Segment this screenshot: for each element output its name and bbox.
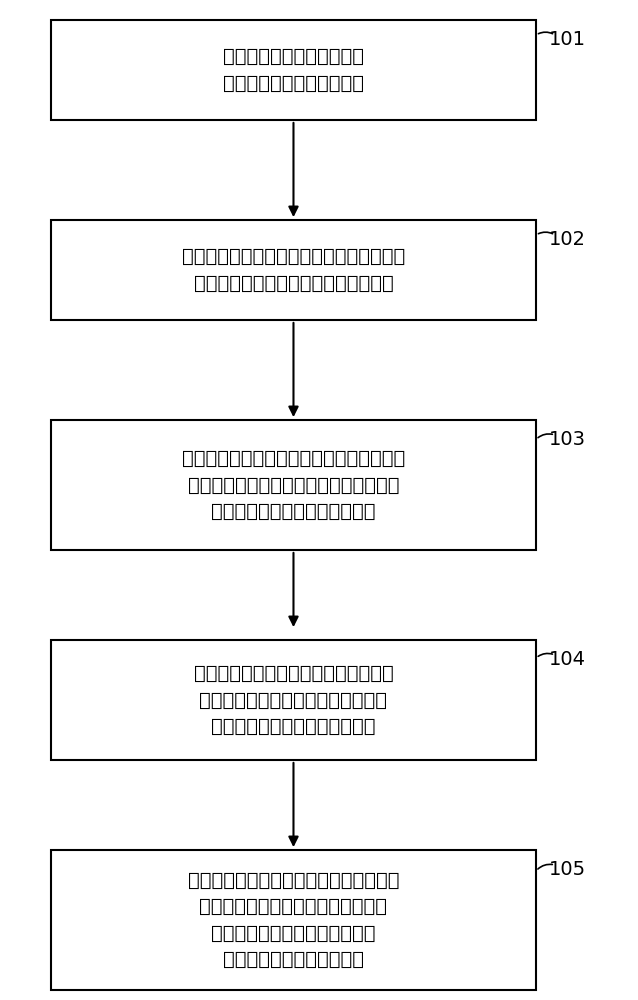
Text: 根据等效电路的参数，建立基体介电常数和
填充物介电常数与立方体单元的等效阻抗
之间的关系式，得到第一关系式: 根据等效电路的参数，建立基体介电常数和 填充物介电常数与立方体单元的等效阻抗 之… <box>182 449 405 521</box>
Text: 将立方体单元划分为第一区域和第二区域，
根据第一区域和第二区域生成等效电路: 将立方体单元划分为第一区域和第二区域， 根据第一区域和第二区域生成等效电路 <box>182 247 405 293</box>
FancyBboxPatch shape <box>51 420 536 550</box>
FancyBboxPatch shape <box>51 20 536 120</box>
Text: 对复合材料进行单元划分，
得到多个相同的立方体单元: 对复合材料进行单元划分， 得到多个相同的立方体单元 <box>223 47 364 93</box>
Text: 105: 105 <box>549 860 586 879</box>
FancyBboxPatch shape <box>51 640 536 760</box>
Text: 根据第一关系式，建立基体介电常数、
填充物介电常数和复合材料介电常数
之间的关系式，得到第二关系式: 根据第一关系式，建立基体介电常数、 填充物介电常数和复合材料介电常数 之间的关系… <box>193 664 394 736</box>
Text: 101: 101 <box>549 30 586 49</box>
Text: 103: 103 <box>549 430 586 449</box>
FancyBboxPatch shape <box>51 850 536 990</box>
Text: 102: 102 <box>549 230 586 249</box>
FancyBboxPatch shape <box>51 220 536 320</box>
Text: 104: 104 <box>549 650 586 669</box>
Text: 获取基体、填充物、复合材料三种材料中
的任两种材料的介电常数频谱，根据
第二关系式采用最小二乘法确定
另一种材料的介电常数频谱: 获取基体、填充物、复合材料三种材料中 的任两种材料的介电常数频谱，根据 第二关系… <box>188 871 399 969</box>
